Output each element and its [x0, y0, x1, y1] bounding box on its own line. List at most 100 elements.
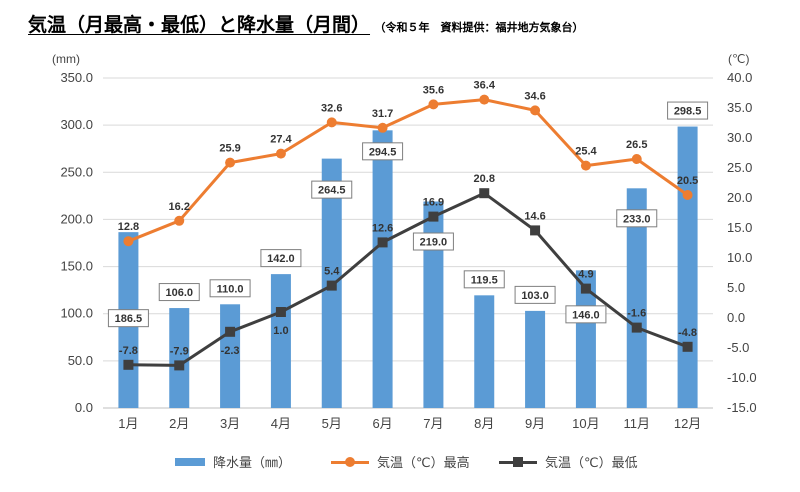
y-right-tick-label: -15.0 — [727, 400, 757, 415]
precip-label: 110.0 — [217, 283, 244, 295]
precip-label-box — [107, 309, 149, 328]
y-left-unit: (mm) — [52, 52, 80, 66]
precip-label-box — [260, 249, 302, 268]
min-temp-point — [631, 322, 642, 333]
precip-label-box — [412, 232, 454, 251]
max-temp-point — [174, 215, 185, 226]
legend-swatch-min-line — [499, 456, 537, 468]
precip-bar — [423, 201, 444, 408]
max-temp-label: 25.4 — [575, 146, 597, 158]
min-temp-point — [123, 359, 134, 370]
y-left-tick-label: 300.0 — [60, 117, 93, 132]
max-temp-label: 12.8 — [118, 221, 139, 233]
y-right-tick-label: 0.0 — [727, 310, 745, 325]
x-tick-label: 4月 — [271, 416, 291, 431]
max-temp-point — [225, 157, 236, 168]
legend-label-min: 気温（℃）最低 — [545, 456, 638, 471]
legend: 降水量（㎜） 気温（℃）最高 気温（℃）最低 — [0, 452, 800, 476]
max-temp-label: 35.6 — [423, 84, 444, 96]
min-temp-point — [225, 326, 236, 337]
chart-title-block: 気温（月最高・最低）と降水量（月間） （令和５年 資料提供：福井地方気象台） — [28, 10, 584, 37]
y-left-tick-label: 250.0 — [60, 164, 93, 179]
y-right-tick-label: 35.0 — [727, 100, 752, 115]
precip-bar — [575, 270, 596, 408]
precip-label: 298.5 — [674, 106, 702, 118]
chart-title: 気温（月最高・最低）と降水量（月間） — [28, 14, 371, 36]
min-temp-point — [479, 188, 490, 199]
min-temp-point — [275, 307, 286, 317]
x-tick-label: 3月 — [220, 416, 240, 431]
x-tick-label: 11月 — [624, 416, 651, 431]
temp-lines — [123, 94, 693, 371]
y-right-tick-label: 40.0 — [727, 70, 752, 85]
precip-label: 233.0 — [623, 213, 651, 225]
data-labels: 12.8 16.2 25.9 27.4 32.6 31.7 35.6 36.4 34.6 25.4… — [107, 80, 709, 357]
min-temp-point — [174, 360, 185, 371]
max-temp-label: 27.4 — [270, 134, 292, 146]
max-temp-label: 26.5 — [626, 139, 647, 151]
precip-bar — [169, 308, 190, 408]
min-temp-label: -1.6 — [627, 308, 646, 320]
y-left-tick-label: 50.0 — [68, 353, 93, 368]
chart-subtitle: （令和５年 資料提供：福井地方気象台） — [380, 21, 584, 34]
y-left-tick-label: 350.0 — [60, 70, 93, 85]
x-tick-label: 10月 — [572, 416, 599, 431]
y-right-unit: (℃) — [728, 52, 749, 66]
precip-bar — [626, 188, 647, 408]
y-left-tick-label: 150.0 — [60, 259, 93, 274]
min-temp-point — [428, 211, 439, 222]
min-temp-label: -7.8 — [119, 345, 138, 357]
x-tick-label: 6月 — [372, 416, 392, 431]
min-temp-label: 20.8 — [474, 173, 495, 185]
precip-label: 106.0 — [165, 287, 193, 299]
max-temp-label: 20.5 — [677, 175, 698, 187]
max-temp-point — [428, 99, 439, 110]
max-temp-point — [580, 160, 591, 171]
precip-label-box — [209, 279, 251, 298]
min-temp-label: 5.4 — [324, 266, 340, 278]
precip-label: 146.0 — [572, 309, 600, 321]
max-temp-label: 32.6 — [321, 102, 342, 114]
y-right-tick-label: 20.0 — [727, 190, 752, 205]
precip-label-box — [362, 142, 404, 161]
y-left-tick-label: 200.0 — [60, 211, 93, 226]
min-temp-label: -4.8 — [678, 327, 697, 339]
max-temp-point — [631, 154, 642, 164]
min-temp-label: 12.6 — [372, 222, 393, 234]
max-temp-label: 34.6 — [524, 90, 545, 102]
min-temp-point — [377, 237, 388, 248]
precip-label-box — [565, 305, 607, 324]
y-right-tick-label: -5.0 — [727, 340, 749, 355]
precip-bar — [474, 295, 495, 408]
precip-bars — [118, 126, 698, 409]
precip-label: 186.5 — [115, 313, 143, 325]
max-temp-point — [275, 148, 286, 159]
x-tick-label: 7月 — [423, 416, 443, 431]
x-tick-label: 1月 — [118, 416, 138, 431]
precip-label-box — [667, 101, 709, 120]
max-temp-point — [479, 94, 490, 105]
precip-label-box — [514, 285, 556, 304]
max-temp-label: 31.7 — [372, 108, 393, 120]
y-left-tick-label: 100.0 — [60, 306, 93, 321]
min-temp-point — [580, 283, 591, 294]
min-temp-label: 16.9 — [423, 197, 444, 209]
x-tick-label: 12月 — [674, 416, 701, 431]
precip-label-box — [158, 283, 200, 302]
axis-ticks: 0.0 50.0 100.0 150.0 200.0 250.0 300.0 350.0 -15… — [52, 52, 757, 431]
legend-label-precip: 降水量（㎜） — [213, 456, 292, 471]
y-right-tick-label: 10.0 — [727, 250, 752, 265]
max-temp-label: 16.2 — [169, 201, 190, 213]
precip-label: 119.5 — [471, 274, 498, 286]
legend-label-max: 気温（℃）最高 — [377, 456, 470, 471]
min-temp-label: 4.9 — [578, 269, 593, 281]
max-temp-line — [127, 98, 689, 243]
precip-label-box — [463, 270, 505, 289]
y-right-tick-label: 15.0 — [727, 220, 752, 235]
legend-item-precip: 降水量（㎜） — [175, 452, 291, 471]
max-temp-point — [326, 117, 337, 128]
precip-label: 103.0 — [521, 290, 549, 302]
precip-label-box — [616, 209, 658, 228]
min-temp-label: 14.6 — [524, 210, 545, 222]
x-tick-label: 8月 — [474, 416, 494, 431]
